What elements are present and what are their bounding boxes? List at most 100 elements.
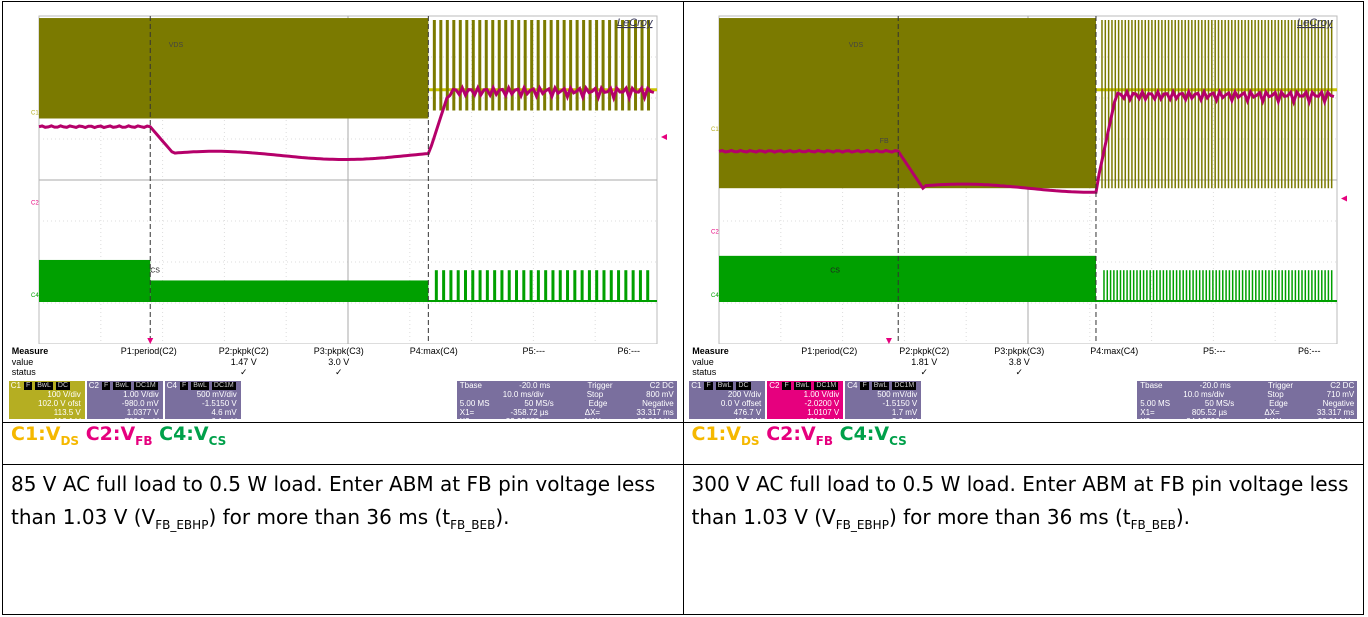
channel-setting: -1.5150 V — [202, 399, 237, 408]
timebase-cell: 805.52 µs — [1191, 408, 1228, 417]
timebase-cell: -20.0 ms — [1199, 381, 1231, 390]
measure-header-cell: Measure — [11, 346, 49, 356]
channel-tag: F — [23, 381, 33, 390]
timebase-cell: 33.317 ms — [1316, 408, 1355, 417]
timebase-cell: X1= — [1140, 408, 1155, 417]
measure-row-label: value — [11, 357, 34, 367]
channel-name: C4 — [847, 381, 858, 390]
channel-tag: BwL — [715, 381, 734, 390]
legend-c4: C4:VCS — [839, 423, 907, 448]
channel-tag: DC1M — [211, 381, 236, 390]
measure-header-cell: P1:period(C2) — [120, 346, 177, 356]
cs-dense-band — [719, 255, 1097, 301]
channel-setting: 500 mV/div — [877, 390, 918, 399]
channel-setting: -2.0200 V — [804, 399, 840, 408]
channel-setting: 6.1 mV — [165, 417, 241, 419]
cs-label: CS — [150, 267, 160, 274]
timebase-cell: X2= — [460, 417, 474, 419]
measure-header-cell: P6:--- — [1298, 346, 1321, 356]
measure-header-cell: P3:pkpk(C3) — [994, 346, 1045, 356]
timebase-row: 5.00 MS 50 MS/s Edge Negative — [1137, 399, 1357, 408]
legend-c2: C2:VFB — [766, 423, 834, 448]
figure-caption: 85 V AC full load to 0.5 W load. Enter A… — [11, 472, 656, 532]
timebase-cell: C2 DC — [649, 381, 674, 390]
timebase-cell: 1/ΔX= — [1264, 417, 1286, 419]
channel-tag: BwL — [871, 381, 890, 390]
series-vds: VDS — [719, 18, 1338, 189]
timebase-cell: 34.12296 ms — [1186, 417, 1232, 419]
legend-cell-left: C1:VDS C2:VFB C4:VCS — [2, 422, 684, 465]
fb-trace — [38, 84, 655, 161]
timebase-cell: Trigger — [1267, 381, 1294, 390]
timebase-cell: 5.00 MS — [459, 399, 490, 408]
timebase-row: 5.00 MS 50 MS/s Edge Negative — [457, 399, 677, 408]
legend-cell-right: C1:VDS C2:VFB C4:VCS — [682, 422, 1364, 465]
timebase-cell: 5.00 MS — [1140, 399, 1171, 408]
channel-setting: 406.4 V — [689, 417, 765, 419]
measure-cell: 3.0 V — [328, 357, 350, 367]
channel-ch4-label: C4 — [711, 293, 719, 299]
measure-header-cell: P4:max(C4) — [409, 346, 458, 356]
channel-name: C1 — [10, 381, 21, 390]
timebase-cell: X1= — [459, 408, 475, 417]
timebase-cell: 10.0 ms/div — [1183, 390, 1225, 399]
timebase-cell: ΔX= — [584, 408, 601, 417]
channel-tag: BwL — [113, 381, 131, 390]
scope-cell-left: VDS CS C1 C2 C4 LeCroy Measure P1:period(C2) P2… — [2, 1, 684, 423]
channel-setting: 1.00 V/div — [803, 390, 840, 399]
measure-header-cell: P4:max(C4) — [1090, 346, 1139, 356]
timebase-row: X2= 34.12296 ms 1/ΔX= 30.014 Hz — [1137, 417, 1357, 419]
channel-setting: 200 V/div — [727, 390, 762, 399]
vds-dense-band — [38, 18, 429, 119]
timebase-row: X2= 32.95872 ms 1/ΔX= 30.014 Hz — [457, 417, 677, 419]
channel-setting: 476.7 V — [733, 408, 762, 417]
channel-ch1-label: C1 — [31, 110, 39, 116]
measure-header-cell: P2:pkpk(C2) — [218, 346, 269, 356]
timebase-row: Tbase -20.0 ms Trigger C2 DC — [457, 381, 677, 390]
measure-header-cell: Measure — [692, 346, 729, 356]
timebase-cell: X2= — [1140, 417, 1154, 419]
scope-cell-right: VDS FB CS C1 C2 C4 LeCroy Measure P1:period(C2)… — [682, 1, 1364, 423]
channel-tag: F — [101, 381, 111, 390]
legend-c2: C2:VFB — [85, 423, 153, 448]
oscilloscope-screen-300vac: VDS FB CS C1 C2 C4 LeCroy Measure P1:period(C2)… — [689, 6, 1358, 419]
series-cs: CS — [38, 259, 657, 302]
channel-tag: F — [704, 381, 713, 390]
legend-c1: C1:VDS — [691, 423, 760, 448]
measure-header-row: Measure P1:period(C2) P2:pkpk(C2) P3:pkpk(C… — [689, 346, 1357, 357]
channel-ch1-label: C1 — [711, 127, 719, 133]
measure-header-cell: P2:pkpk(C2) — [899, 346, 950, 356]
channel-tag: DC1M — [133, 381, 158, 390]
trigger-level-marker — [1341, 195, 1348, 202]
timebase-cell: 32.95872 ms — [506, 417, 552, 419]
channel-tag: BwL — [793, 381, 812, 390]
channel-ch4-label: C4 — [31, 293, 39, 299]
measure-header-cell: P3:pkpk(C3) — [313, 346, 364, 356]
timebase-cell: 33.317 ms — [636, 408, 674, 417]
channel-tag: BwL — [191, 381, 209, 390]
timebase-cell: -20.0 ms — [519, 381, 551, 390]
timebase-row: 10.0 ms/div Stop 710 mV — [1137, 390, 1357, 399]
channel-setting: 1.0107 V — [807, 408, 840, 417]
timebase-cell: Trigger — [587, 381, 613, 390]
measure-header-row: Measure P1:period(C2) P2:pkpk(C2) P3:pkpk(C… — [9, 346, 677, 357]
timebase-cell: Stop — [1267, 390, 1284, 399]
channel-setting: 700.9 mV — [87, 417, 163, 419]
series-fb — [38, 84, 655, 161]
timebase-cell: 30.014 Hz — [637, 417, 673, 419]
channel-setting: 2.9 mV — [845, 417, 921, 419]
caption-cell-right: 300 V AC full load to 0.5 W load. Enter … — [682, 464, 1364, 615]
fb-trace — [718, 88, 1335, 194]
channel-name: C2 — [769, 381, 780, 390]
measure-header-cell: P5:--- — [1203, 346, 1226, 356]
channel-setting: 4.6 mV — [211, 408, 237, 417]
lecroy-logo: LeCroy — [1297, 17, 1334, 29]
channel-tag: DC1M — [892, 381, 917, 390]
waveform-plot: VDS FB CS C1 C2 C4 LeCroy — [711, 15, 1348, 344]
channel-setting: 421.2 mV — [767, 417, 843, 419]
measure-cell: 1.81 V — [911, 357, 938, 367]
